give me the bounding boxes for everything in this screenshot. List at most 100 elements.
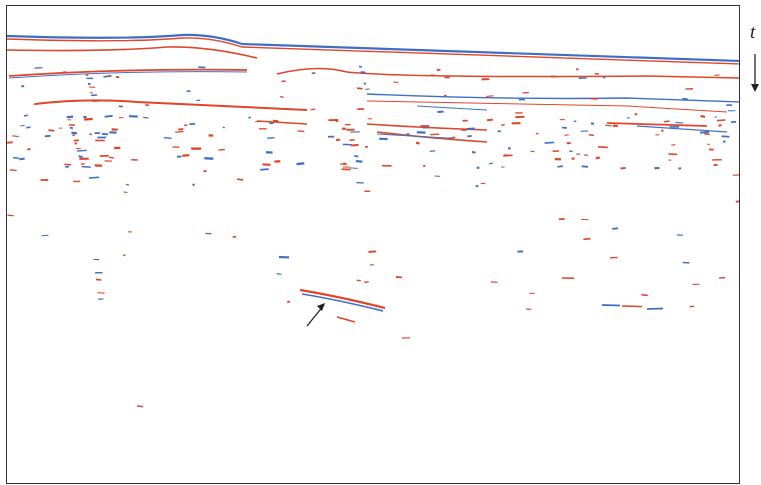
scatter-fragment [664, 120, 670, 123]
reflector-trace [636, 125, 728, 133]
scatter-fragment [501, 123, 505, 126]
scatter-fragment [178, 128, 184, 131]
scatter-fragment [575, 68, 579, 71]
reflector-trace [606, 122, 708, 127]
reflector-trace [416, 105, 488, 111]
reflector-trace [366, 100, 728, 113]
scatter-fragment [430, 74, 437, 77]
scatter-fragment [108, 156, 114, 159]
scatter-fragment [612, 227, 619, 230]
scatter-fragment [13, 156, 19, 159]
scatter-fragment [66, 115, 74, 119]
reflector-layer [7, 33, 739, 143]
scatter-fragment [488, 162, 493, 165]
scatter-fragment [597, 145, 608, 149]
scatter-fragment [143, 116, 149, 119]
reflection-section [7, 33, 739, 408]
scatter-fragment [641, 293, 648, 297]
scatter-fragment [393, 81, 399, 84]
scatter-fragment [7, 141, 13, 144]
scatter-fragment [19, 157, 25, 161]
scatter-fragment [530, 150, 535, 153]
scatter-fragment [486, 118, 494, 122]
scatter-fragment [115, 75, 120, 79]
scatter-fragment [136, 405, 144, 408]
scatter-fragment [44, 134, 51, 138]
scatter-fragment [267, 137, 275, 139]
scatter-fragment [721, 135, 730, 138]
scatter-fragment [646, 307, 664, 310]
scatter-fragment [704, 133, 710, 136]
scatter-fragment [671, 144, 676, 146]
scatter-fragment [286, 300, 291, 304]
scatter-fragment [716, 119, 726, 122]
scatter-fragment [95, 278, 102, 281]
scatter-fragment [368, 250, 377, 253]
scatter-fragment [620, 166, 626, 170]
scatter-fragment [122, 254, 126, 257]
scatter-fragment [471, 151, 476, 154]
scatter-fragment [7, 214, 14, 217]
reflector-trace [8, 71, 248, 79]
scatter-fragment [280, 96, 284, 98]
scatter-fragment [583, 237, 591, 241]
scatter-fragment [355, 160, 363, 163]
scatter-fragment [27, 147, 31, 151]
scatter-fragment [415, 141, 420, 145]
scatter-fragment [452, 136, 456, 139]
scatter-fragment [557, 165, 564, 168]
time-direction-arrow-icon [751, 54, 759, 92]
scatter-fragment [354, 155, 359, 158]
scatter-fragment [92, 99, 101, 103]
scatter-fragment [204, 157, 214, 160]
reflector-trace [34, 99, 308, 111]
scatter-fragment [486, 95, 494, 97]
reflector-trace [366, 93, 739, 103]
pointer-arrow [306, 303, 325, 327]
scatter-fragment [83, 117, 93, 121]
scatter-fragment [88, 86, 96, 88]
scatter-fragment [311, 72, 316, 75]
scatter-fragment [467, 134, 472, 138]
scatter-fragment [595, 156, 600, 160]
scatter-fragment [23, 114, 28, 117]
scatter-fragment [62, 71, 66, 74]
reflector-trace [7, 33, 739, 63]
reflector-trace [8, 68, 248, 77]
scatter-fragment [297, 130, 305, 133]
scatter-fragment [335, 138, 341, 142]
scatter-fragment [605, 124, 613, 127]
scatter-fragment [700, 115, 706, 118]
scatter-fragment [466, 127, 475, 131]
scatter-fragment [78, 155, 83, 158]
scatter-fragment [351, 143, 359, 147]
scatter-fragment [422, 126, 430, 129]
scatter-fragment [621, 305, 643, 308]
reflector-trace [376, 133, 448, 139]
scatter-fragment [175, 130, 184, 133]
scatter-fragment [507, 146, 511, 150]
scatter-fragment [569, 150, 573, 153]
scatter-fragment [544, 141, 555, 144]
scatter-fragment [602, 76, 606, 79]
scatter-fragment [276, 273, 282, 275]
scatter-fragment [588, 134, 595, 137]
scatter-fragment [69, 126, 74, 130]
scatter-fragment [430, 133, 440, 136]
scatter-fragment [218, 148, 225, 151]
scatter-noise-layer [7, 65, 739, 408]
scatter-fragment [48, 129, 55, 132]
scatter-fragment [364, 280, 369, 284]
scatter-fragment [20, 124, 25, 127]
scatter-fragment [675, 121, 684, 124]
reflector-trace [7, 46, 258, 59]
scatter-fragment [682, 97, 688, 101]
scatter-fragment [296, 162, 305, 166]
scatter-fragment [164, 136, 172, 140]
scatter-fragment [9, 169, 17, 172]
scatter-fragment [71, 131, 78, 135]
scatter-fragment [356, 87, 363, 90]
scatter-fragment [182, 154, 190, 157]
scatter-fragment [369, 263, 374, 266]
scatter-fragment [88, 176, 100, 179]
